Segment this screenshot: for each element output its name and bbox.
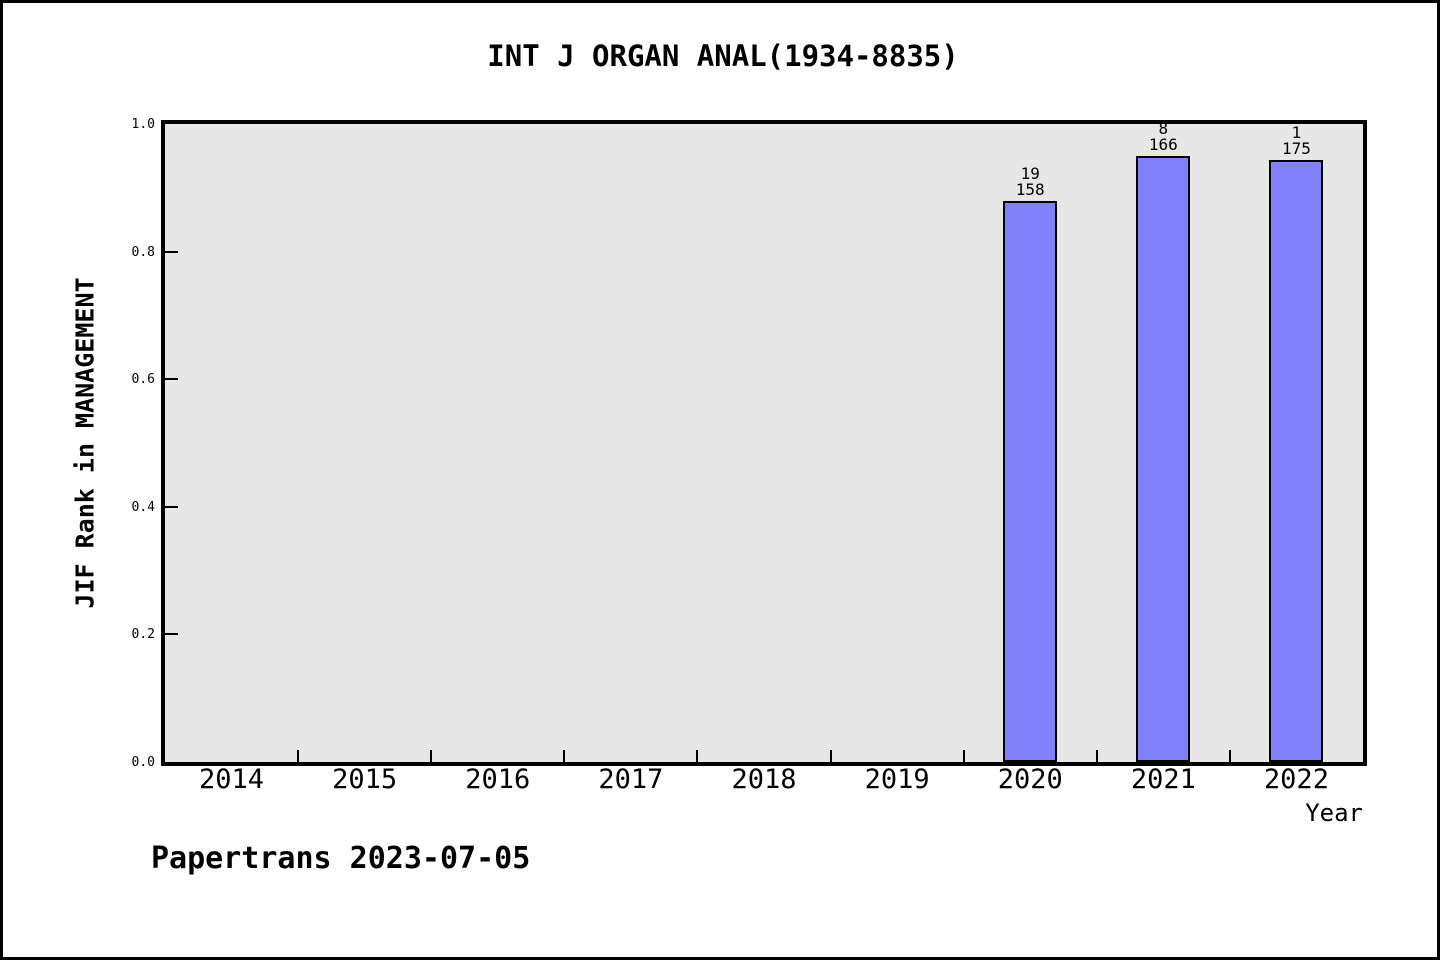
footer-watermark: Papertrans 2023-07-05 [151,841,531,876]
x-boundary-tick [696,750,699,762]
y-tick-label: 0.0 [131,755,155,770]
x-tick-label-2021: 2021 [1130,764,1196,795]
x-axis-label: Year [1305,799,1363,827]
x-tick-label-2016: 2016 [465,764,531,795]
x-tick-label-2019: 2019 [864,764,930,795]
bar-2021 [1136,155,1191,762]
y-tick [165,633,178,636]
bar-2022 [1269,160,1324,762]
plot-area [161,120,1367,766]
x-tick-label-2020: 2020 [997,764,1063,795]
x-tick-label-2015: 2015 [332,764,398,795]
bar-2020 [1003,200,1058,762]
bar-value-label-2022: 1 175 [1281,123,1311,159]
y-tick-label: 0.2 [131,627,155,643]
x-boundary-tick [829,750,832,762]
y-tick-label: 0.8 [131,244,155,260]
x-boundary-tick [297,750,300,762]
bar-value-label-2021: 8 166 [1148,118,1178,154]
x-boundary-tick [563,750,566,762]
x-tick-label-2014: 2014 [199,764,265,795]
y-tick-label: 0.6 [131,372,155,388]
bar-value-label-2020: 19 158 [1015,163,1045,199]
x-tick-label-2017: 2017 [598,764,664,795]
x-boundary-tick [1095,750,1098,762]
y-axis-label: JIF Rank in MANAGEMENT [70,277,100,609]
x-boundary-tick [430,750,433,762]
y-tick [165,378,178,381]
x-boundary-tick [962,750,965,762]
x-boundary-tick [1228,750,1231,762]
y-tick [165,250,178,253]
chart-title: INT J ORGAN ANAL(1934-8835) [487,39,959,73]
x-tick-label-2018: 2018 [731,764,797,795]
y-tick-label: 0.4 [131,499,155,515]
y-tick-label: 1.0 [131,117,155,132]
x-tick-label-2022: 2022 [1263,764,1329,795]
y-tick [165,505,178,508]
